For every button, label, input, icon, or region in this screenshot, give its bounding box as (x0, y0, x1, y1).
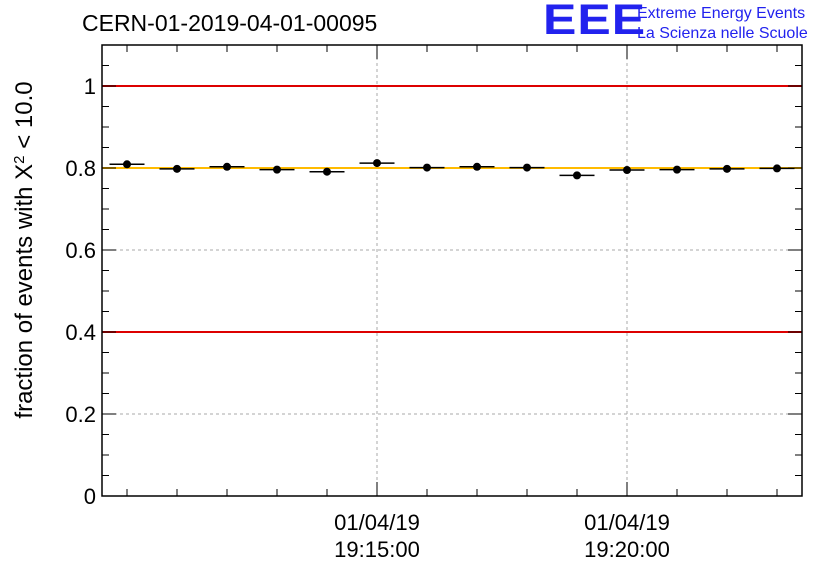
data-point (423, 163, 431, 172)
data-point (123, 160, 131, 169)
y-tick-label: 1 (84, 74, 96, 99)
data-point (323, 167, 331, 176)
y-axis-label: fraction of events with X2 < 10.0 (11, 81, 39, 418)
logo-caption-line-2: La Scienza nelle Scuole (637, 25, 808, 42)
y-tick-label: 0.8 (65, 156, 96, 181)
x-tick-label-time: 19:20:00 (584, 537, 670, 562)
y-tick-label: 0 (84, 484, 96, 509)
y-tick-label: 0.2 (65, 402, 96, 427)
data-point (673, 165, 681, 174)
data-point (473, 162, 481, 171)
y-axis-label-sup: 2 (11, 155, 28, 163)
x-tick-label-date: 01/04/19 (584, 510, 670, 535)
y-tick-label: 0.4 (65, 320, 96, 345)
y-axis-label-prefix: fraction of events with X (11, 164, 38, 419)
data-point (523, 163, 531, 172)
data-points (109, 159, 795, 180)
data-point (773, 164, 781, 173)
data-point (373, 159, 381, 168)
x-tick-label-time: 19:15:00 (334, 537, 420, 562)
y-axis-label-suffix: < 10.0 (11, 81, 38, 155)
reference-lines (102, 85, 802, 333)
data-point (273, 165, 281, 174)
plot-frame (101, 44, 803, 497)
chart-title: CERN-01-2019-04-01-00095 (82, 10, 378, 36)
tick-labels: 00.20.40.60.8101/04/1919:15:0001/04/1919… (65, 74, 669, 562)
y-tick-label: 0.6 (65, 238, 96, 263)
logo-caption-line-1: Extreme Energy Events (637, 5, 806, 22)
data-point (573, 171, 581, 180)
x-tick-label-date: 01/04/19 (334, 510, 420, 535)
data-point (223, 162, 231, 171)
axes (101, 44, 803, 497)
grid-lines (102, 45, 802, 496)
logo-caption: Extreme Energy Events La Scienza nelle S… (637, 4, 808, 44)
data-point (723, 164, 731, 173)
eee-logo: EEE (543, 0, 647, 44)
data-point (173, 164, 181, 173)
data-point (623, 166, 631, 175)
